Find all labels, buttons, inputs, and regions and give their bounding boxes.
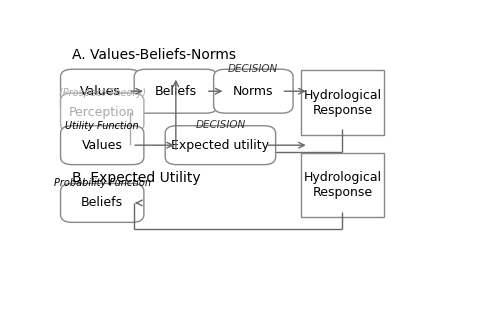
- Text: Values: Values: [82, 139, 122, 152]
- Text: Utility Function: Utility Function: [66, 121, 139, 131]
- Text: DECISION: DECISION: [196, 120, 246, 130]
- Text: B. Expected Utility: B. Expected Utility: [72, 171, 201, 185]
- Text: A. Values-Beliefs-Norms: A. Values-Beliefs-Norms: [72, 48, 236, 62]
- FancyBboxPatch shape: [134, 69, 218, 113]
- Text: Hydrological
Response: Hydrological Response: [304, 88, 382, 116]
- FancyBboxPatch shape: [60, 93, 144, 132]
- FancyBboxPatch shape: [60, 126, 144, 165]
- Text: Probability Function: Probability Function: [54, 178, 150, 188]
- FancyBboxPatch shape: [301, 70, 384, 135]
- FancyBboxPatch shape: [165, 126, 276, 165]
- Text: Beliefs: Beliefs: [155, 85, 197, 98]
- Text: Hydrological
Response: Hydrological Response: [304, 171, 382, 199]
- Text: Beliefs: Beliefs: [81, 196, 124, 209]
- Text: DECISION: DECISION: [228, 64, 278, 73]
- FancyBboxPatch shape: [60, 69, 140, 113]
- Text: Perception: Perception: [69, 106, 136, 119]
- FancyBboxPatch shape: [60, 184, 144, 222]
- Text: Values: Values: [80, 85, 120, 98]
- FancyBboxPatch shape: [301, 153, 384, 217]
- FancyBboxPatch shape: [214, 69, 293, 113]
- Text: Expected utility: Expected utility: [172, 139, 270, 152]
- Text: Norms: Norms: [233, 85, 274, 98]
- Text: (Prospect Theory): (Prospect Theory): [58, 88, 146, 98]
